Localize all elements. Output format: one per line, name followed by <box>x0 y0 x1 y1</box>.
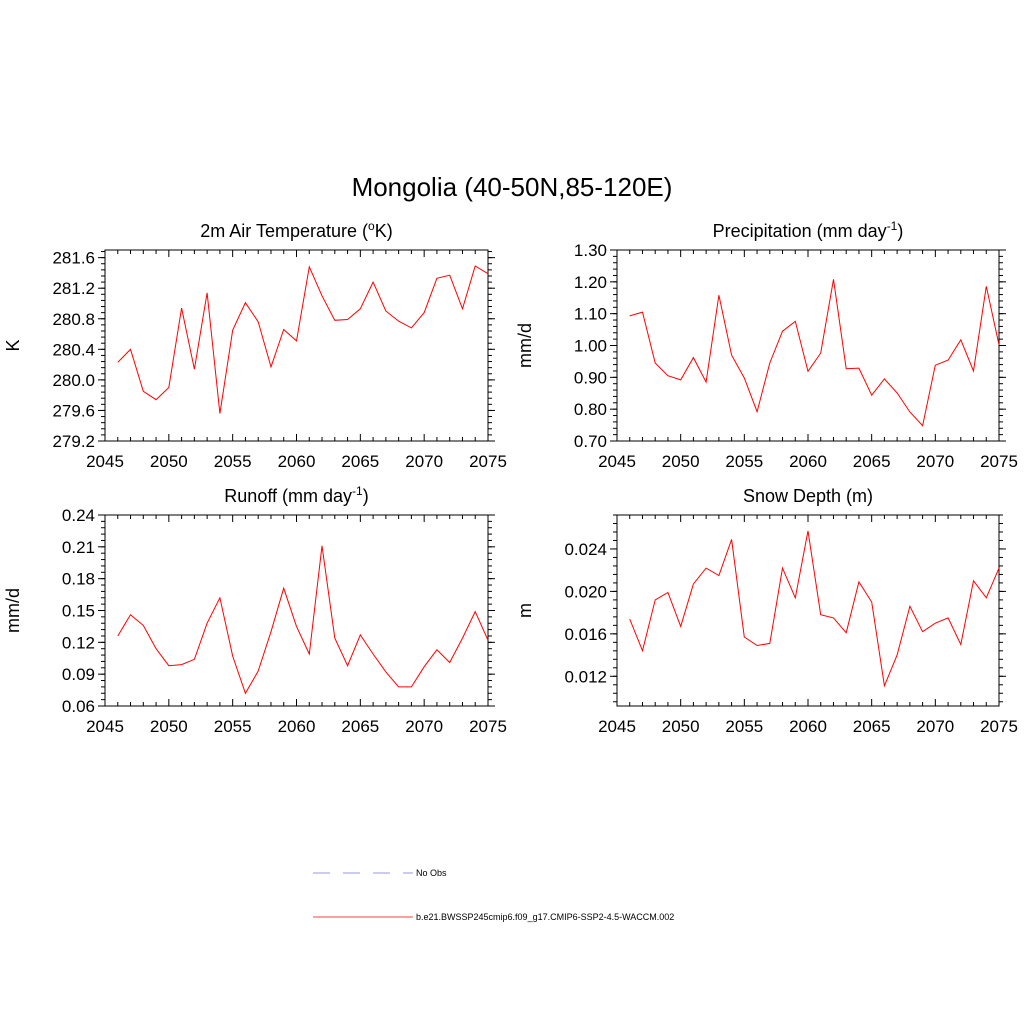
x-tick-label: 2045 <box>598 717 636 736</box>
x-tick-label: 2055 <box>214 452 252 471</box>
x-tick-label: 2075 <box>469 452 507 471</box>
x-tick-label: 2075 <box>980 452 1018 471</box>
series-line <box>117 545 489 695</box>
y-tick-label: 0.016 <box>564 625 607 644</box>
panel-precipitation: 2045 2050 2055 2060 2065 2070 2075 0.70 0.80 0.90… <box>515 219 1018 471</box>
y-tick-label: 0.020 <box>564 582 607 601</box>
x-tick-label: 2055 <box>725 717 763 736</box>
y-tick-label: 281.2 <box>52 279 95 298</box>
panel-title-superscript: o <box>368 219 375 233</box>
y-tick-label: 0.06 <box>62 697 95 716</box>
series-line <box>629 279 1000 427</box>
panel-title: Precipitation (mm day-1) <box>713 219 904 241</box>
x-tick-label: 2050 <box>150 717 188 736</box>
y-axis-label: K <box>3 339 23 351</box>
legend-label-model: b.e21.BWSSP245cmip6.f09_g17.CMIP6-SSP2-4… <box>416 912 674 922</box>
x-tick-label: 2055 <box>214 717 252 736</box>
y-tick-label: 0.15 <box>62 602 95 621</box>
x-tick-label: 2075 <box>980 717 1018 736</box>
y-tick-label: 279.2 <box>52 432 95 451</box>
x-tick-label: 2060 <box>789 452 827 471</box>
x-tick-label: 2050 <box>150 452 188 471</box>
y-tick-label: 0.024 <box>564 540 607 559</box>
x-tick-label: 2070 <box>405 452 443 471</box>
panel-title: 2m Air Temperature (oK) <box>200 219 392 241</box>
x-tick-label: 2045 <box>598 452 636 471</box>
legend: No Obs b.e21.BWSSP245cmip6.f09_g17.CMIP6… <box>313 868 674 922</box>
plot-frame <box>616 249 1000 442</box>
panel-title-main: Precipitation (mm day <box>713 221 887 241</box>
panel-title-superscript: -1 <box>887 219 898 233</box>
y-axis-label: mm/d <box>515 323 535 368</box>
panel-title-main: Snow Depth (m) <box>743 486 873 506</box>
y-tick-label: 0.09 <box>62 665 95 684</box>
panel-title-tail: ) <box>897 221 903 241</box>
y-tick-label: 281.6 <box>52 249 95 268</box>
y-tick-label: 279.6 <box>52 401 95 420</box>
y-tick-label: 0.24 <box>62 506 95 525</box>
x-tick-label: 2065 <box>341 452 379 471</box>
x-tick-label: 2070 <box>405 717 443 736</box>
y-tick-label: 280.4 <box>52 340 95 359</box>
y-tick-label: 0.12 <box>62 633 95 652</box>
x-tick-label: 2065 <box>341 717 379 736</box>
figure-title: Mongolia (40-50N,85-120E) <box>352 172 673 202</box>
x-tick-label: 2060 <box>278 452 316 471</box>
plot-frame <box>104 249 489 442</box>
x-tick-label: 2070 <box>916 452 954 471</box>
y-tick-label: 0.80 <box>574 400 607 419</box>
y-tick-label: 280.0 <box>52 371 95 390</box>
panel-title: Snow Depth (m) <box>743 486 873 506</box>
y-tick-label: 0.21 <box>62 538 95 557</box>
series-line <box>117 265 489 414</box>
panel-title-tail: ) <box>363 486 369 506</box>
x-tick-label: 2055 <box>725 452 763 471</box>
panel-title-superscript: -1 <box>352 484 363 498</box>
x-tick-label: 2060 <box>789 717 827 736</box>
y-tick-label: 1.10 <box>574 305 607 324</box>
y-tick-label: 0.90 <box>574 368 607 387</box>
y-tick-label: 280.8 <box>52 310 95 329</box>
panel-temperature: 2045 2050 2055 2060 2065 2070 2075 279.2 279.6 28… <box>3 219 507 471</box>
panel-title-tail: K) <box>375 221 393 241</box>
y-tick-label: 1.00 <box>574 337 607 356</box>
x-tick-label: 2065 <box>853 717 891 736</box>
y-axis-label: mm/d <box>3 588 23 633</box>
panel-title-main: Runoff (mm day <box>224 486 352 506</box>
x-tick-label: 2045 <box>86 717 124 736</box>
y-tick-label: 0.012 <box>564 667 607 686</box>
plot-frame <box>104 514 489 707</box>
x-tick-label: 2065 <box>853 452 891 471</box>
panel-runoff: 2045 2050 2055 2060 2065 2070 2075 0.06 0.09 0.12… <box>3 484 507 736</box>
x-tick-label: 2070 <box>916 717 954 736</box>
legend-label-no-obs: No Obs <box>416 868 447 878</box>
y-axis-label: m <box>515 603 535 618</box>
y-tick-label: 0.18 <box>62 570 95 589</box>
panel-snow-depth: 2045 2050 2055 2060 2065 2070 2075 0.012 0.016 0.… <box>515 486 1018 736</box>
y-tick-label: 1.20 <box>574 273 607 292</box>
x-tick-label: 2050 <box>662 717 700 736</box>
panel-title: Runoff (mm day-1) <box>224 484 368 506</box>
x-tick-label: 2060 <box>278 717 316 736</box>
panel-title-main: 2m Air Temperature ( <box>200 221 368 241</box>
x-tick-label: 2050 <box>662 452 700 471</box>
panels: 2045 2050 2055 2060 2065 2070 2075 279.2 279.6 28… <box>3 219 1018 736</box>
series-line <box>629 530 1000 688</box>
y-tick-label: 1.30 <box>574 241 607 260</box>
x-tick-label: 2045 <box>86 452 124 471</box>
x-tick-label: 2075 <box>469 717 507 736</box>
y-tick-label: 0.70 <box>574 432 607 451</box>
